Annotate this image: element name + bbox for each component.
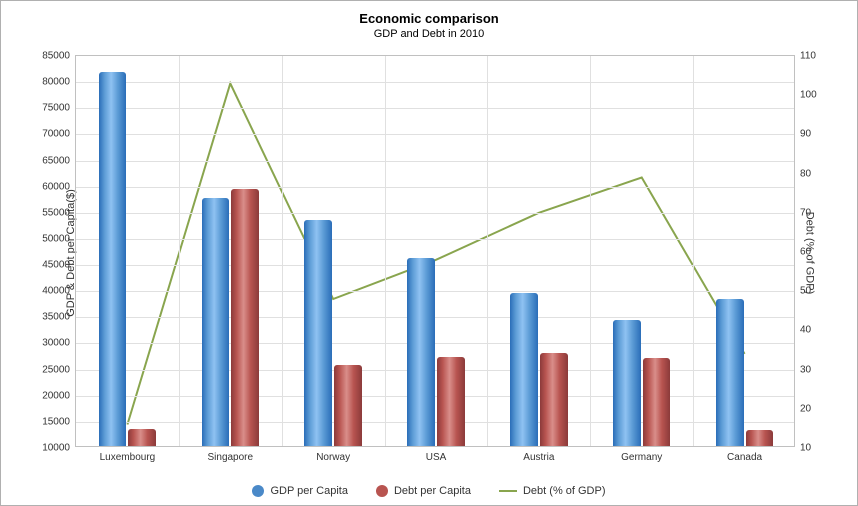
legend-item-gdp[interactable]: GDP per Capita <box>252 485 347 497</box>
y-left-tick: 70000 <box>42 129 70 140</box>
legend-item-debt[interactable]: Debt per Capita <box>376 485 471 497</box>
x-tick: Canada <box>727 452 762 463</box>
gridline <box>76 396 794 397</box>
gridline <box>76 291 794 292</box>
y-left-tick: 35000 <box>42 312 70 323</box>
legend-label: GDP per Capita <box>270 485 347 497</box>
gridline <box>76 422 794 423</box>
gridline <box>76 161 794 162</box>
chart-container: Economic comparison GDP and Debt in 2010… <box>0 0 858 506</box>
gridline <box>76 187 794 188</box>
y-right-tick: 50 <box>800 286 811 297</box>
y-right-tick: 110 <box>800 51 816 62</box>
y-right-tick: 30 <box>800 364 811 375</box>
x-tick: Luxembourg <box>100 452 156 463</box>
y-right-tick: 20 <box>800 403 811 414</box>
bar-gdp[interactable] <box>304 220 332 446</box>
y-left-tick: 50000 <box>42 233 70 244</box>
y-left-tick: 65000 <box>42 155 70 166</box>
legend-label: Debt (% of GDP) <box>523 485 606 497</box>
y-right-tick: 40 <box>800 325 811 336</box>
y-left-tick: 25000 <box>42 364 70 375</box>
y-left-tick: 20000 <box>42 390 70 401</box>
y-right-tick: 80 <box>800 168 811 179</box>
legend-item-debt-pct[interactable]: Debt (% of GDP) <box>499 485 606 497</box>
bar-debt[interactable] <box>128 429 156 446</box>
vgridline <box>693 56 694 446</box>
bar-gdp[interactable] <box>202 198 230 446</box>
bar-gdp[interactable] <box>407 258 435 446</box>
y-left-tick: 80000 <box>42 77 70 88</box>
gridline <box>76 343 794 344</box>
chart-title: Economic comparison <box>1 11 857 26</box>
vgridline <box>590 56 591 446</box>
bar-debt[interactable] <box>437 357 465 446</box>
bar-gdp[interactable] <box>613 320 641 446</box>
vgridline <box>179 56 180 446</box>
y-left-tick: 40000 <box>42 286 70 297</box>
gridline <box>76 317 794 318</box>
gridline <box>76 108 794 109</box>
x-tick: Austria <box>523 452 554 463</box>
y-right-tick: 100 <box>800 90 817 101</box>
y-left-tick: 30000 <box>42 338 70 349</box>
x-tick: Germany <box>621 452 662 463</box>
y-left-tick: 15000 <box>42 416 70 427</box>
gridline <box>76 134 794 135</box>
bar-debt[interactable] <box>540 353 568 446</box>
gridline <box>76 82 794 83</box>
gridline <box>76 265 794 266</box>
circle-icon <box>252 485 264 497</box>
y-right-tick: 70 <box>800 207 811 218</box>
gridline <box>76 370 794 371</box>
y-right-tick: 10 <box>800 443 811 454</box>
bar-debt[interactable] <box>643 358 671 446</box>
x-tick: USA <box>426 452 447 463</box>
plot-area: 1000015000200002500030000350004000045000… <box>75 55 795 447</box>
legend-label: Debt per Capita <box>394 485 471 497</box>
gridline <box>76 239 794 240</box>
bar-gdp[interactable] <box>510 293 538 446</box>
bar-debt[interactable] <box>231 189 259 446</box>
chart-subtitle: GDP and Debt in 2010 <box>1 28 857 40</box>
bar-debt[interactable] <box>746 430 774 446</box>
circle-icon <box>376 485 388 497</box>
vgridline <box>282 56 283 446</box>
bar-debt[interactable] <box>334 365 362 446</box>
y-left-tick: 85000 <box>42 51 70 62</box>
x-tick: Norway <box>316 452 350 463</box>
bar-gdp[interactable] <box>99 72 127 446</box>
y-left-tick: 75000 <box>42 103 70 114</box>
y-left-tick: 45000 <box>42 260 70 271</box>
bar-gdp[interactable] <box>716 299 744 446</box>
line-series-layer <box>76 56 796 448</box>
y-left-tick: 10000 <box>42 443 70 454</box>
vgridline <box>385 56 386 446</box>
x-tick: Singapore <box>207 452 253 463</box>
vgridline <box>487 56 488 446</box>
gridline <box>76 213 794 214</box>
y-left-tick: 60000 <box>42 181 70 192</box>
y-right-tick: 90 <box>800 129 811 140</box>
y-right-tick: 60 <box>800 247 811 258</box>
y-left-tick: 55000 <box>42 207 70 218</box>
line-icon <box>499 490 517 492</box>
legend: GDP per Capita Debt per Capita Debt (% o… <box>1 485 857 497</box>
